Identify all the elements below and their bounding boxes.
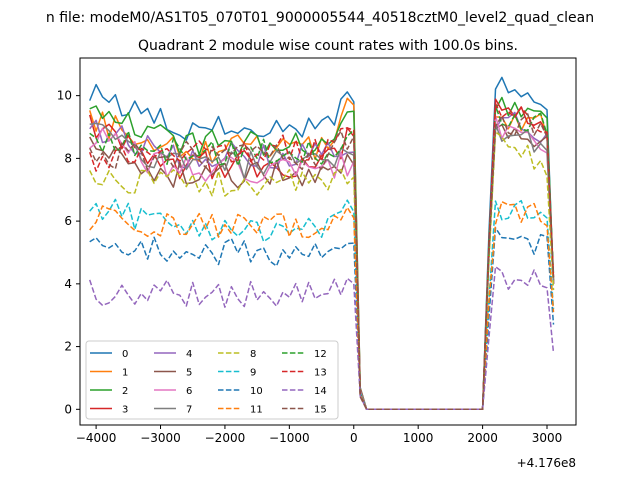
legend-label-7: 7: [186, 405, 192, 416]
legend-label-14: 14: [314, 386, 327, 397]
y-tick-label: 4: [64, 277, 72, 291]
legend-label-0: 0: [122, 349, 128, 360]
legend-label-10: 10: [250, 386, 263, 397]
figure-suptitle: n file: modeM0/AS1T05_070T01_9000005544_…: [46, 10, 594, 26]
x-axis: −4000 −3000 −2000 −1000 0 1000 2000 3000: [76, 425, 562, 445]
x-offset-label: +4.176e8: [517, 456, 576, 470]
y-tick-label: 8: [64, 151, 72, 165]
x-tick-label: 2000: [467, 431, 498, 445]
legend-box: [85, 340, 339, 420]
x-tick-label: 1000: [403, 431, 434, 445]
legend-label-12: 12: [314, 349, 327, 360]
legend-label-3: 3: [122, 405, 128, 416]
y-axis: 0 2 4 6 8 10: [57, 89, 80, 416]
y-tick-label: 6: [64, 214, 72, 228]
legend-label-13: 13: [314, 368, 327, 379]
legend-label-8: 8: [250, 349, 256, 360]
legend-label-15: 15: [314, 405, 327, 416]
series-line-11: [89, 200, 555, 411]
series-line-15: [89, 113, 555, 411]
plot-frame: [79, 57, 577, 426]
series-line-9: [89, 198, 555, 411]
x-tick-label: −1000: [269, 431, 310, 445]
legend-label-11: 11: [250, 405, 263, 416]
x-tick-label: 0: [350, 431, 358, 445]
x-tick-label: −4000: [76, 431, 117, 445]
x-tick-label: −2000: [205, 431, 246, 445]
series-line-10: [89, 227, 555, 411]
x-tick-label: 3000: [532, 431, 563, 445]
y-tick-label: 10: [57, 89, 72, 103]
y-tick-label: 2: [64, 340, 72, 354]
chart-title: Quadrant 2 module wise count rates with …: [138, 38, 518, 54]
legend-label-2: 2: [122, 386, 128, 397]
legend-label-5: 5: [186, 368, 192, 379]
legend-label-4: 4: [186, 349, 192, 360]
series-line-8: [89, 131, 555, 411]
legend-label-9: 9: [250, 368, 256, 379]
x-tick-label: −3000: [140, 431, 181, 445]
legend-label-1: 1: [122, 368, 128, 379]
series-layer: [88, 76, 555, 411]
y-tick-label: 0: [64, 402, 72, 416]
legend-label-6: 6: [186, 386, 192, 397]
